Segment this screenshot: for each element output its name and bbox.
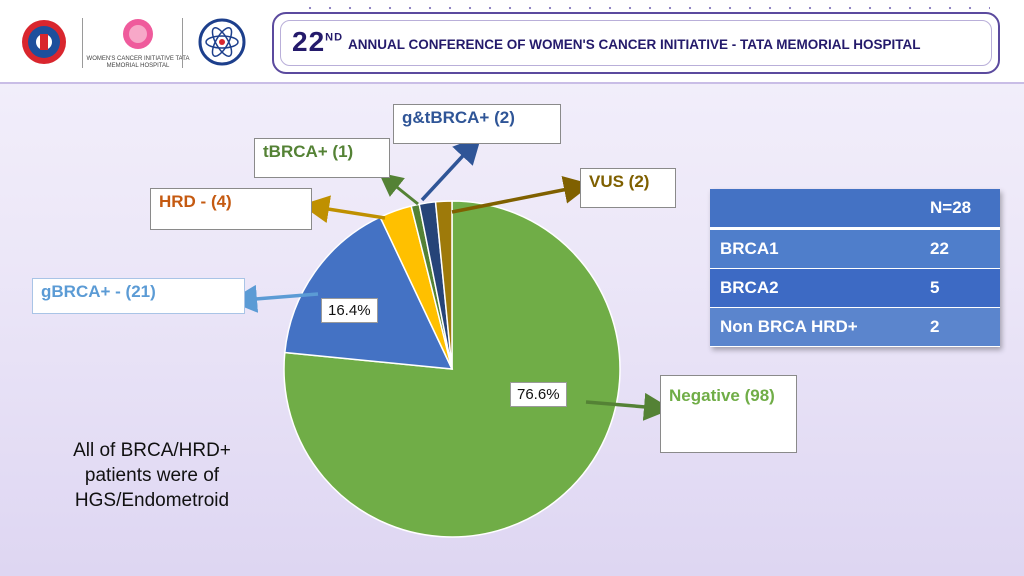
callout-arrow-hrd: [301, 195, 386, 224]
callout-gtbrca: g&tBRCA+ (2): [393, 104, 561, 144]
table-cell: 22: [920, 228, 1000, 269]
conference-title: ANNUAL CONFERENCE OF WOMEN'S CANCER INIT…: [348, 37, 921, 52]
callout-arrow-gtbrca: [420, 135, 482, 202]
pie-slice-vus: [434, 200, 453, 370]
callout-arrow-tbrca: [378, 172, 419, 206]
table-cell: 5: [920, 268, 1000, 308]
slice-label-negative: 76.6%: [510, 382, 567, 407]
callout-arrow-gbrca: [229, 284, 319, 313]
banner-dots: [300, 6, 990, 10]
table-row: BRCA1 22: [710, 228, 1000, 269]
table-row: BRCA2 5: [710, 268, 1000, 308]
tmh-logo: [22, 20, 66, 64]
conference-number-suffix: ND: [325, 31, 344, 44]
table-header-cell: [710, 189, 920, 230]
table-cell: 2: [920, 307, 1000, 347]
callout-arrow-negative: [585, 392, 672, 421]
dae-logo: [198, 18, 246, 66]
conference-number: 22ND: [292, 26, 343, 58]
callout-hrd: HRD - (4): [150, 188, 312, 230]
callout-negative: Negative (98): [660, 375, 797, 453]
conference-banner: [272, 12, 1000, 74]
table-row: Non BRCA HRD+ 2: [710, 307, 1000, 347]
callout-tbrca: tBRCA+ (1): [254, 138, 390, 178]
callout-vus: VUS (2): [580, 168, 676, 208]
header-bar: WOMEN'S CANCER INITIATIVE TATA MEMORIAL …: [0, 0, 1024, 84]
pie-slice-gbrca-: [283, 216, 454, 370]
wci-logo: [123, 19, 153, 49]
table-cell: BRCA2: [710, 268, 920, 308]
conference-number-value: 22: [292, 26, 326, 57]
logo-separator: [82, 18, 83, 68]
summary-table: N=28 BRCA1 22 BRCA2 5 Non BRCA HRD+ 2: [710, 189, 1000, 347]
table-header-cell: N=28: [920, 189, 1000, 230]
footnote-text: All of BRCA/HRD+ patients were of HGS/En…: [73, 440, 231, 511]
wci-logo-text: WOMEN'S CANCER INITIATIVE TATA MEMORIAL …: [86, 56, 190, 69]
slice-label-gbrca: 16.4%: [321, 298, 378, 323]
logo-separator: [182, 18, 183, 68]
banner-inner-border: [280, 20, 992, 66]
callout-arrows: [229, 135, 672, 421]
callout-arrow-vus: [451, 175, 592, 214]
table-header-row: N=28: [710, 189, 1000, 230]
table-cell: BRCA1: [710, 228, 920, 269]
callout-gbrca: gBRCA+ - (21): [32, 278, 245, 314]
table-cell: Non BRCA HRD+: [710, 307, 920, 347]
